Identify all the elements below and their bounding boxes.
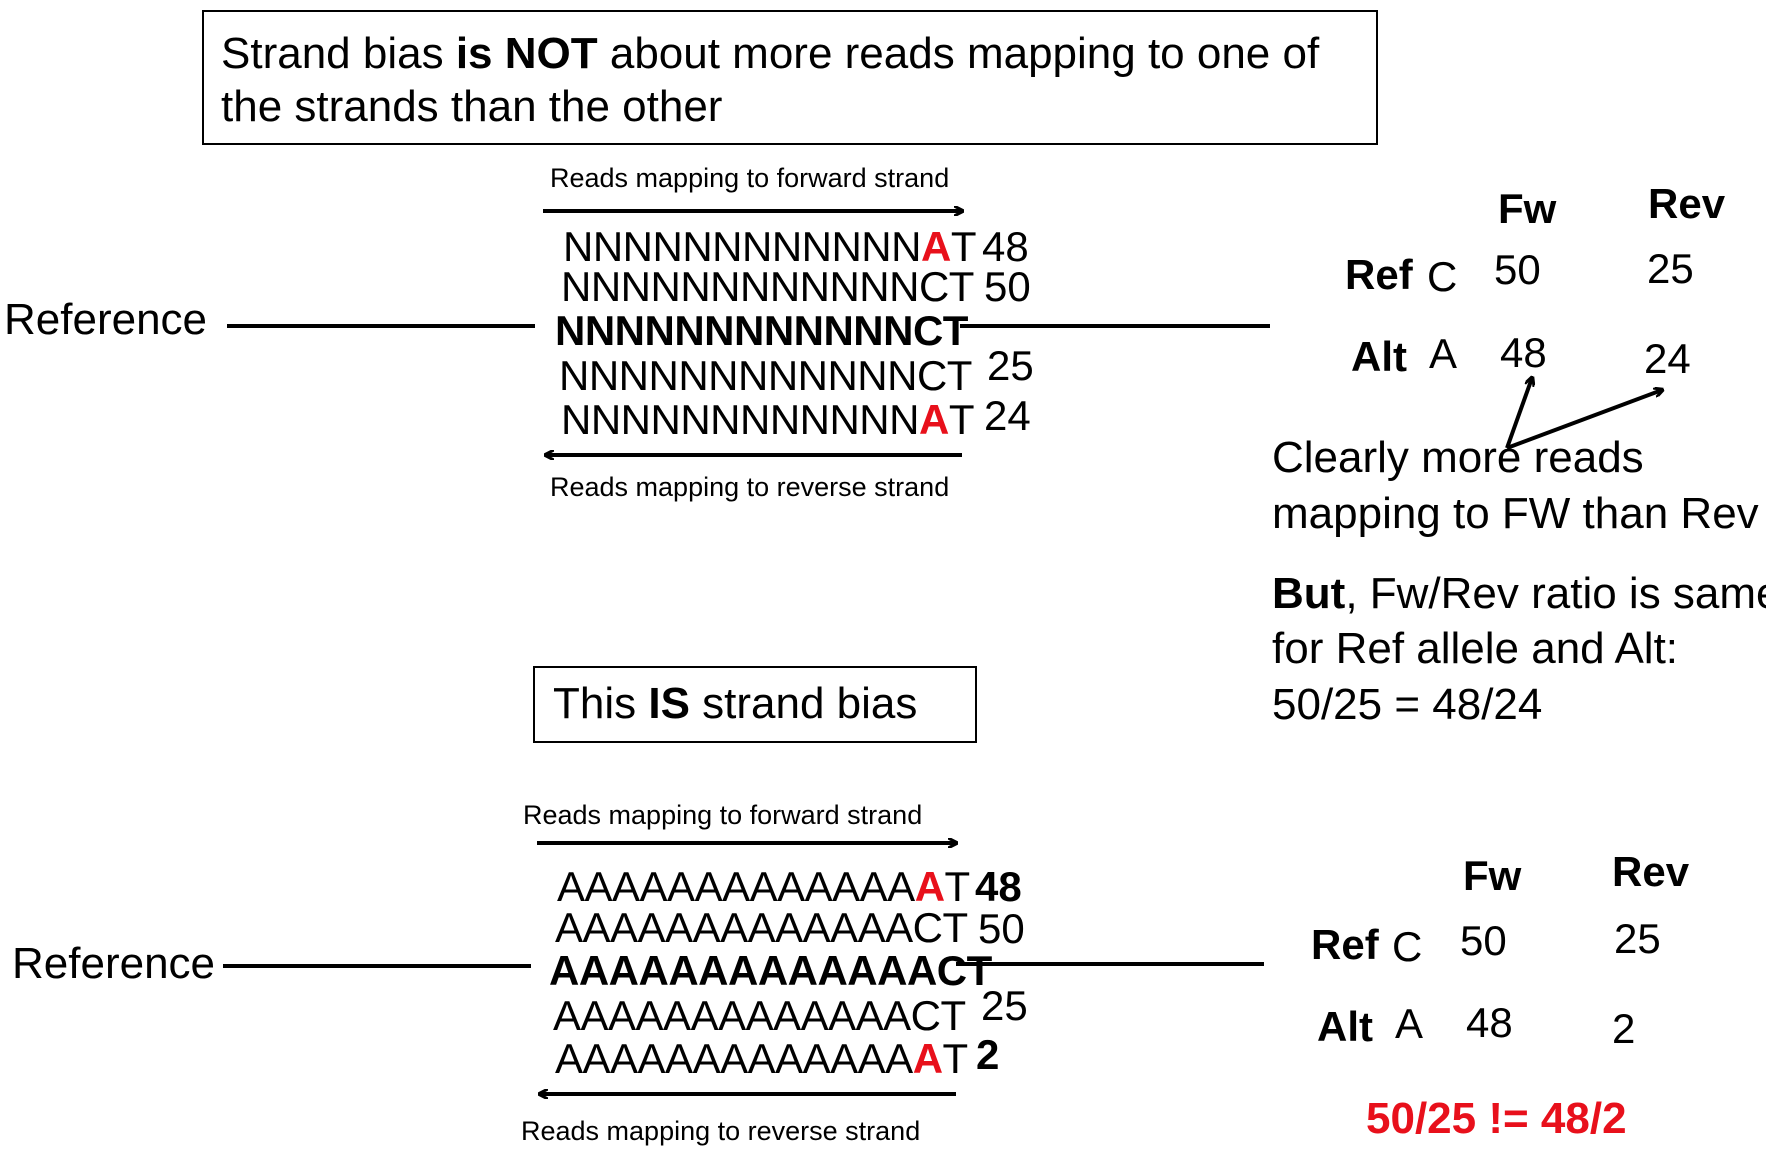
callout-emphasis-is: IS	[648, 679, 690, 728]
callout-text: This	[553, 679, 649, 728]
read-sequence: AAAAAAAAAAAAACT	[553, 992, 966, 1039]
top-table-alt-rev: 24	[1644, 335, 1691, 382]
top-table-ref-base: C	[1427, 253, 1458, 300]
bottom-read-2-count: 50	[978, 905, 1025, 952]
callout-text: Strand bias	[221, 29, 456, 78]
bottom-table-ref-rev: 25	[1614, 915, 1661, 962]
bottom-read-2: AAAAAAAAAAAAACT	[555, 907, 968, 949]
reference-sequence: AAAAAAAAAAAAACT	[549, 947, 992, 994]
bottom-read-4: AAAAAAAAAAAAACT	[553, 995, 966, 1037]
bottom-table-alt-rev: 2	[1612, 1005, 1636, 1052]
top-callout-line1: Strand bias is NOT about more reads mapp…	[221, 26, 1319, 82]
top-ratio-note-line1: But, Fw/Rev ratio is same	[1272, 566, 1766, 622]
bottom-table-alt-base: A	[1395, 1000, 1424, 1047]
read-sequence-end: T	[942, 1035, 969, 1082]
read-sequence: NNNNNNNNNNNN	[561, 396, 919, 443]
callout-text: strand bias	[689, 679, 918, 728]
bottom-read-5: AAAAAAAAAAAAAAT	[555, 1038, 968, 1080]
top-read-4: NNNNNNNNNNNNCT	[559, 355, 972, 397]
bottom-read-4-count: 25	[981, 982, 1028, 1029]
bottom-reference-line-left	[223, 964, 531, 968]
top-read-1-count: 48	[982, 223, 1029, 270]
bottom-read-1: AAAAAAAAAAAAAAT	[557, 866, 970, 908]
bottom-callout-text: This IS strand bias	[553, 676, 917, 732]
bottom-read-1-count: 48	[975, 863, 1022, 910]
top-table-alt-base: A	[1429, 330, 1458, 377]
read-sequence-end: T	[950, 223, 977, 270]
top-ratio-note-line2: for Ref allele and Alt:	[1272, 624, 1679, 673]
top-note-line1: Clearly more reads	[1272, 433, 1644, 482]
top-reverse-strand-label: Reads mapping to reverse strand	[550, 472, 950, 502]
top-table-ref-rev: 25	[1647, 245, 1694, 292]
ratio-note-emphasis: But	[1272, 569, 1346, 618]
top-table-alt-label: Alt	[1351, 333, 1407, 380]
read-sequence: AAAAAAAAAAAAA	[555, 1035, 913, 1082]
read-sequence: NNNNNNNNNNNNCT	[559, 352, 972, 399]
alt-allele-base: A	[912, 1035, 943, 1082]
bottom-read-5-count: 2	[976, 1031, 1000, 1078]
top-table-col-fw: Fw	[1498, 185, 1557, 232]
bottom-reference-label: Reference	[12, 939, 216, 988]
top-read-1: NNNNNNNNNNNNAT	[563, 226, 976, 268]
read-sequence-end: T	[948, 396, 975, 443]
top-reference-line-left	[227, 324, 535, 328]
top-table-ref-fw: 50	[1494, 246, 1541, 293]
bottom-table-ref-label: Ref	[1311, 921, 1379, 968]
top-table-col-rev: Rev	[1648, 180, 1726, 227]
bottom-table-alt-fw: 48	[1466, 999, 1513, 1046]
bottom-table-col-rev: Rev	[1612, 848, 1690, 895]
bottom-table-alt-label: Alt	[1317, 1003, 1373, 1050]
read-sequence-end: T	[944, 863, 971, 910]
callout-emphasis-is: is	[455, 29, 493, 78]
bottom-table-col-fw: Fw	[1463, 852, 1522, 899]
top-read-5: NNNNNNNNNNNNAT	[561, 399, 974, 441]
bottom-conclusion: 50/25 != 48/2	[1366, 1094, 1627, 1143]
read-sequence: NNNNNNNNNNNN	[563, 223, 921, 270]
top-callout-box: Strand bias is NOT about more reads mapp…	[202, 10, 1378, 145]
read-sequence: NNNNNNNNNNNNCT	[561, 263, 974, 310]
bottom-forward-strand-label: Reads mapping to forward strand	[523, 800, 923, 830]
bottom-reference-line-right	[956, 962, 1264, 966]
top-callout-line2: the strands than the other	[221, 82, 723, 131]
bottom-reverse-strand-label: Reads mapping to reverse strand	[521, 1116, 921, 1146]
bottom-table-ref-base: C	[1392, 923, 1423, 970]
top-read-2-count: 50	[984, 263, 1031, 310]
top-note-line2: mapping to FW than Rev	[1272, 489, 1759, 538]
top-read-4-count: 25	[987, 342, 1034, 389]
ratio-note-text: , Fw/Rev ratio is same	[1345, 569, 1766, 618]
top-reference-label: Reference	[4, 295, 208, 344]
top-read-5-count: 24	[984, 392, 1031, 439]
top-ratio-equation: 50/25 = 48/24	[1272, 680, 1543, 729]
top-forward-strand-label: Reads mapping to forward strand	[550, 163, 950, 193]
bottom-callout-box: This IS strand bias	[533, 666, 977, 743]
top-reference-sequence: NNNNNNNNNNNNCT	[555, 310, 968, 352]
read-sequence: AAAAAAAAAAAAACT	[555, 904, 968, 951]
callout-emphasis-not: NOT	[492, 29, 598, 78]
alt-allele-base: A	[914, 863, 945, 910]
reference-sequence: NNNNNNNNNNNNCT	[555, 307, 968, 354]
top-table-alt-fw: 48	[1500, 329, 1547, 376]
alt-allele-base: A	[920, 223, 951, 270]
bottom-table-ref-fw: 50	[1460, 917, 1507, 964]
top-table-ref-label: Ref	[1345, 251, 1413, 298]
top-reference-line-right	[960, 324, 1270, 328]
alt-allele-base: A	[918, 396, 949, 443]
read-sequence: AAAAAAAAAAAAA	[557, 863, 915, 910]
bottom-reference-sequence: AAAAAAAAAAAAACT	[549, 950, 992, 992]
callout-text: about more reads mapping to one of	[597, 29, 1320, 78]
top-read-2: NNNNNNNNNNNNCT	[561, 266, 974, 308]
